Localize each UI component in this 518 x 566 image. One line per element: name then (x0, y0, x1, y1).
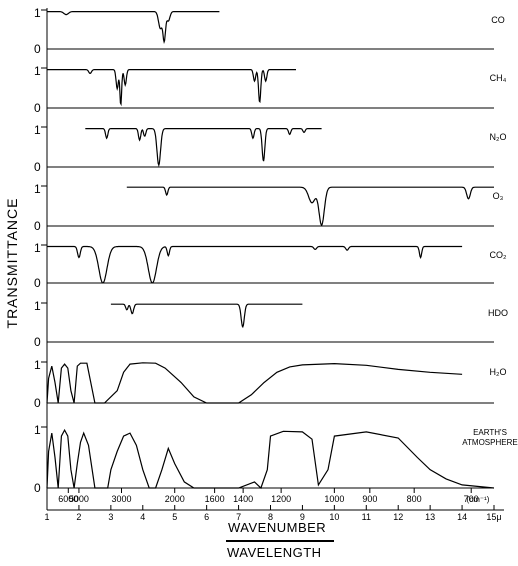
spectrum-line (111, 304, 303, 327)
x-tick-label-wavenumber: 5000 (69, 494, 89, 504)
wavenumber-unit: (cm⁻¹) (467, 495, 490, 504)
x-tick-label-wavenumber: 800 (407, 494, 422, 504)
panel-label: O₃ (493, 191, 504, 201)
x-tick-label-wavelength: 12 (393, 512, 403, 522)
panel-label: H₂O (490, 367, 507, 377)
x-tick-label-wavelength: 2 (76, 512, 81, 522)
y-tick-label: 1 (34, 64, 41, 78)
x-tick-label-wavelength: 11 (362, 512, 371, 522)
x-tick-label-wavelength: 14 (457, 512, 467, 522)
panel-label: CO₂ (490, 250, 508, 260)
x-tick-label-wavelength: 1 (44, 512, 49, 522)
y-tick-label: 1 (34, 182, 41, 196)
y-tick-label: 0 (34, 42, 41, 56)
y-tick-label: 0 (34, 335, 41, 349)
x-tick-label-wavenumber: 2000 (165, 494, 185, 504)
spectrum-line (47, 70, 296, 104)
x-tick-label-wavelength: 15μ (486, 512, 501, 522)
y-tick-label: 0 (34, 276, 41, 290)
panel-label: HDO (488, 308, 508, 318)
spectrum-line (85, 129, 321, 166)
x-tick-label-wavelength: 6 (204, 512, 209, 522)
x-tick-label-wavelength: 3 (108, 512, 113, 522)
x-axis-label-wavenumber: WAVENUMBER (228, 520, 326, 535)
spectrum-line (47, 247, 462, 284)
panel-label: N₂O (490, 132, 507, 142)
x-tick-label-wavenumber: 1400 (233, 494, 253, 504)
x-tick-label-wavenumber: 3000 (111, 494, 131, 504)
x-tick-label-wavelength: 10 (329, 512, 339, 522)
spectrum-line (47, 363, 462, 403)
x-axis-label-wavelength: WAVELENGTH (227, 545, 322, 560)
y-tick-label: 0 (34, 101, 41, 115)
x-tick-label-wavelength: 4 (140, 512, 145, 522)
spectrum-line (47, 12, 219, 42)
panel-label: CO (491, 15, 505, 25)
y-tick-label: 1 (34, 423, 41, 437)
x-tick-label-wavelength: 13 (425, 512, 435, 522)
y-tick-label: 0 (34, 160, 41, 174)
panel-label: EARTH'S ATMOSPHERE (462, 428, 517, 447)
y-axis-label: TRANSMITTANCE (4, 173, 20, 353)
spectrum-line (127, 187, 494, 225)
y-tick-label: 1 (34, 299, 41, 313)
x-tick-label-wavenumber: 1600 (205, 494, 225, 504)
y-tick-label: 0 (34, 481, 41, 495)
spectrum-line (47, 430, 494, 488)
y-tick-label: 0 (34, 219, 41, 233)
y-tick-label: 1 (34, 241, 41, 255)
x-tick-label-wavenumber: 1000 (324, 494, 344, 504)
x-tick-label-wavenumber: 1200 (271, 494, 291, 504)
panel-label: CH₄ (490, 73, 507, 83)
x-axis-label-divider (226, 540, 334, 542)
y-tick-label: 0 (34, 396, 41, 410)
y-tick-label: 1 (34, 6, 41, 20)
y-tick-label: 1 (34, 123, 41, 137)
x-tick-label-wavenumber: 900 (362, 494, 377, 504)
x-tick-label-wavelength: 5 (172, 512, 177, 522)
y-tick-label: 1 (34, 358, 41, 372)
